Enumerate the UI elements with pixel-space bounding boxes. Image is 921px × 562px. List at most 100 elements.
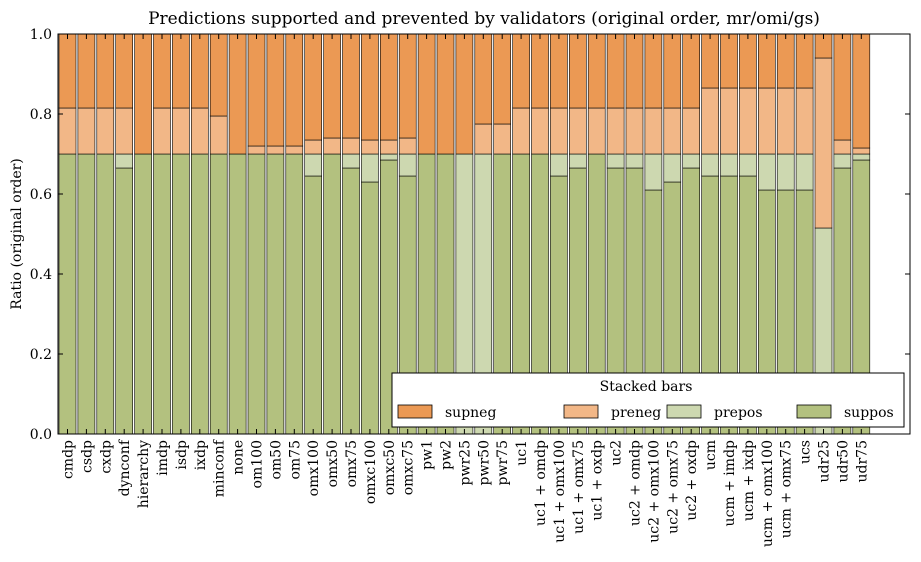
bar-suppos bbox=[209, 153, 228, 435]
bar-preneg bbox=[701, 87, 719, 155]
bar-prepos bbox=[644, 153, 663, 191]
bar-supneg bbox=[417, 33, 436, 155]
bar-prepos bbox=[795, 153, 814, 191]
bar-supneg bbox=[474, 33, 493, 125]
bar-preneg bbox=[795, 87, 814, 155]
x-tick-label: uc1 bbox=[514, 440, 530, 466]
x-tick-label: omx50 bbox=[325, 440, 341, 487]
bar-suppos bbox=[134, 153, 152, 435]
x-tick-label: uc2 bbox=[609, 440, 625, 466]
bar-preneg bbox=[247, 145, 266, 155]
bar-preneg bbox=[153, 107, 171, 155]
y-tick-label: 0.6 bbox=[30, 187, 52, 203]
x-tick-label: omxc100 bbox=[363, 440, 379, 504]
bar-suppos bbox=[323, 153, 341, 435]
x-tick-label: ucm bbox=[703, 440, 719, 470]
x-tick-label: ucm + imdp bbox=[722, 440, 738, 526]
bar-preneg bbox=[266, 145, 285, 155]
x-tick-label: cxdp bbox=[98, 440, 114, 474]
x-tick-label: ucm + omx75 bbox=[779, 440, 795, 538]
x-tick-label: uc1 + oxdp bbox=[590, 440, 606, 521]
legend-swatch-suppos bbox=[796, 404, 832, 419]
bar-supneg bbox=[191, 33, 209, 109]
legend-swatch-supneg bbox=[397, 404, 433, 419]
x-tick-label: om75 bbox=[287, 440, 303, 480]
y-tick-label: 1.0 bbox=[30, 27, 52, 43]
bar-prepos bbox=[342, 153, 360, 169]
bar-supneg bbox=[531, 33, 549, 109]
bar-preneg bbox=[587, 107, 606, 155]
bar-preneg bbox=[625, 107, 644, 155]
x-tick-label: uc2 + oxdp bbox=[684, 440, 700, 521]
bar-prepos bbox=[701, 153, 719, 177]
bar-supneg bbox=[625, 33, 644, 109]
bar-supneg bbox=[568, 33, 587, 109]
bar-supneg bbox=[115, 33, 133, 109]
legend-swatch-preneg bbox=[563, 404, 599, 419]
bar-suppos bbox=[361, 181, 379, 435]
legend-label-preneg: preneg bbox=[611, 405, 661, 421]
bar-supneg bbox=[342, 33, 360, 139]
bar-suppos bbox=[77, 153, 96, 435]
bar-preneg bbox=[96, 107, 115, 155]
bar-supneg bbox=[795, 33, 814, 89]
x-tick-label: ucs bbox=[798, 440, 814, 464]
x-tick-label: udr50 bbox=[835, 440, 851, 483]
x-tick-label: csdp bbox=[79, 440, 95, 473]
x-tick-label: omx75 bbox=[344, 440, 360, 487]
bar-prepos bbox=[361, 153, 379, 183]
bar-preneg bbox=[568, 107, 587, 155]
bar-preneg bbox=[172, 107, 190, 155]
bar-supneg bbox=[436, 33, 455, 155]
bar-preneg bbox=[379, 139, 398, 155]
x-tick-label: pw1 bbox=[420, 440, 436, 470]
x-tick-label: none bbox=[231, 440, 247, 475]
bar-prepos bbox=[625, 153, 644, 169]
bar-supneg bbox=[285, 33, 304, 147]
bar-preneg bbox=[58, 107, 77, 155]
bar-suppos bbox=[153, 153, 171, 435]
bar-preneg bbox=[739, 87, 757, 155]
bar-preneg bbox=[644, 107, 663, 155]
y-axis-label: Ratio (original order) bbox=[9, 158, 25, 310]
bar-preneg bbox=[77, 107, 96, 155]
bar-supneg bbox=[455, 33, 474, 155]
y-tick-label: 0.0 bbox=[30, 427, 52, 443]
bar-preneg bbox=[361, 139, 379, 155]
bar-prepos bbox=[379, 153, 398, 161]
bar-supneg bbox=[247, 33, 266, 147]
bar-preneg bbox=[512, 107, 530, 155]
bar-suppos bbox=[228, 153, 247, 435]
x-tick-label: pwr25 bbox=[457, 440, 473, 485]
bar-preneg bbox=[776, 87, 795, 155]
bar-supneg bbox=[701, 33, 719, 89]
legend-label-supneg: supneg bbox=[445, 405, 496, 421]
x-tick-label: udr75 bbox=[854, 440, 870, 483]
x-tick-label: pw2 bbox=[439, 440, 455, 470]
bar-prepos bbox=[833, 153, 852, 169]
x-tick-label: imdp bbox=[155, 440, 171, 476]
x-tick-label: isdp bbox=[174, 440, 190, 470]
x-tick-label: uc2 + omdp bbox=[628, 440, 644, 526]
bar-supneg bbox=[266, 33, 285, 147]
bar-preneg bbox=[606, 107, 625, 155]
bar-prepos bbox=[739, 153, 757, 177]
bar-preneg bbox=[720, 87, 738, 155]
bar-preneg bbox=[115, 107, 133, 155]
bar-supneg bbox=[77, 33, 96, 109]
bar-supneg bbox=[587, 33, 606, 109]
bar-supneg bbox=[96, 33, 115, 109]
bar-preneg bbox=[285, 145, 304, 155]
bar-prepos bbox=[663, 153, 682, 183]
bar-preneg bbox=[833, 139, 852, 155]
y-axis-ticks: 0.0 0.2 0.4 0.6 0.8 1.0 bbox=[30, 27, 910, 443]
bar-preneg bbox=[323, 137, 341, 155]
y-tick-label: 0.8 bbox=[30, 107, 52, 123]
bar-prepos bbox=[550, 153, 568, 177]
bar-supneg bbox=[720, 33, 738, 89]
bar-prepos bbox=[776, 153, 795, 191]
x-tick-label: omxc50 bbox=[382, 440, 398, 495]
bar-suppos bbox=[285, 153, 304, 435]
bar-prepos bbox=[757, 153, 776, 191]
